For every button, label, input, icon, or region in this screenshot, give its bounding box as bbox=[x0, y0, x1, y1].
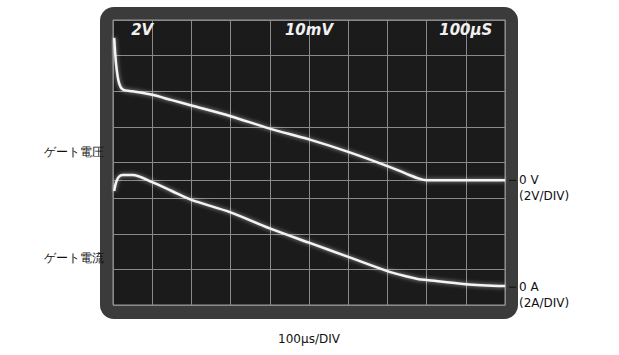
svg-text:0 V: 0 V bbox=[519, 173, 539, 187]
svg-text:0 A: 0 A bbox=[519, 280, 539, 294]
svg-text:ゲート電流: ゲート電流 bbox=[44, 251, 104, 265]
svg-text:(2A/DIV): (2A/DIV) bbox=[519, 296, 569, 310]
svg-text:ゲート電圧: ゲート電圧 bbox=[44, 145, 104, 159]
svg-text:100µs/DIV: 100µs/DIV bbox=[278, 332, 341, 346]
svg-text:100µS: 100µS bbox=[439, 21, 492, 39]
svg-text:10mV: 10mV bbox=[285, 21, 335, 39]
svg-text:(2V/DIV): (2V/DIV) bbox=[519, 189, 569, 203]
svg-text:2V: 2V bbox=[131, 21, 154, 39]
